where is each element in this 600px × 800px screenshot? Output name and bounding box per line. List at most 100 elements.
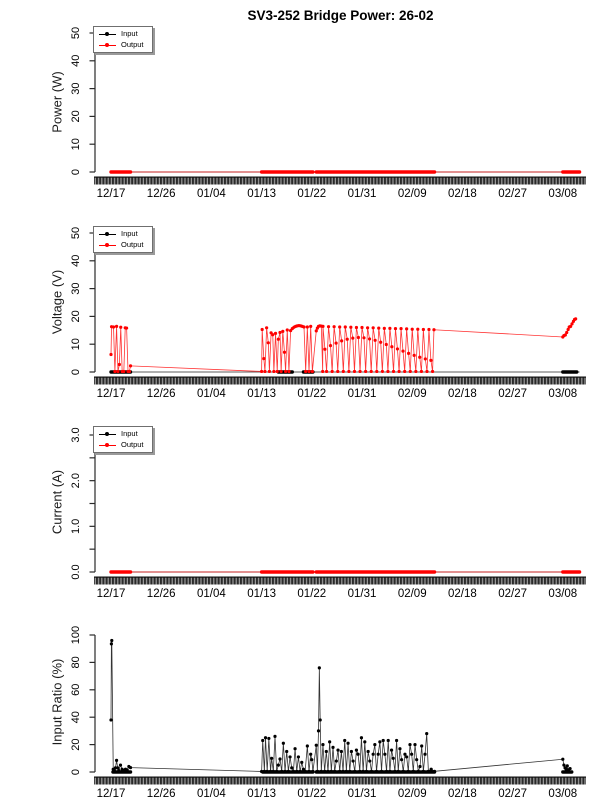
x-tick-label: 02/09 — [398, 788, 427, 800]
output-legend-marker-icon — [99, 442, 116, 449]
x-tick-label: 12/26 — [147, 388, 176, 400]
x-tick-label: 01/31 — [348, 788, 377, 800]
legend-row-input: Input — [99, 430, 144, 438]
legend-box: Input Output — [93, 226, 153, 253]
input-markers — [109, 638, 572, 774]
y-tick-label: 0 — [70, 369, 82, 375]
x-tick-label: 01/31 — [348, 188, 377, 200]
y-tick-label: 50 — [70, 227, 82, 239]
y-tick-label: 40 — [70, 55, 82, 67]
output-line — [110, 318, 576, 372]
y-tick-label: 3.0 — [70, 427, 82, 442]
input-ratio-y-axis-title: Input Ratio (%) — [49, 658, 65, 746]
x-tick-label: 03/08 — [548, 188, 577, 200]
power-plot: 12/17 12/26 01/04 01/13 01/22 01/31 02/09 02/18… — [70, 27, 586, 200]
y-tick-label: 80 — [70, 656, 82, 668]
legend-box: Input Output — [93, 26, 153, 53]
current-plot: 12/17 12/26 01/04 01/13 01/22 01/31 02/09 02/18… — [70, 427, 586, 600]
output-legend-label: Output — [121, 40, 144, 49]
input-legend-marker-icon — [99, 231, 116, 238]
panel-voltage: 12/17 12/26 01/04 01/13 01/22 01/31 02/09 02/18… — [0, 200, 600, 400]
x-tick-label: 01/31 — [348, 588, 377, 600]
x-tick-label: 03/08 — [548, 788, 577, 800]
y-tick-label: 20 — [70, 738, 82, 750]
x-tick-label: 03/08 — [548, 388, 577, 400]
x-axis-band-edge — [94, 376, 586, 378]
x-tick-label: 02/09 — [398, 188, 427, 200]
x-tick-label: 02/27 — [498, 588, 527, 600]
x-tick-label: 01/22 — [297, 188, 326, 200]
input-legend-label: Input — [121, 29, 138, 38]
panel-power: 12/17 12/26 01/04 01/13 01/22 01/31 02/09 02/18… — [0, 0, 600, 200]
x-axis-band — [94, 176, 586, 185]
input-legend-marker-icon — [99, 31, 116, 38]
x-tick-label: 01/04 — [197, 388, 226, 400]
x-tick-label: 02/18 — [448, 188, 477, 200]
x-tick-label: 01/31 — [348, 388, 377, 400]
x-axis-band — [94, 776, 586, 785]
y-tick-label: 0 — [70, 769, 82, 775]
y-tick-label: 50 — [70, 27, 82, 39]
voltage-y-axis-title: Voltage (V) — [49, 269, 65, 335]
input-legend-marker-icon — [99, 431, 116, 438]
x-axis-band-edge — [94, 576, 586, 578]
x-tick-label: 12/17 — [97, 588, 126, 600]
x-tick-label: 01/04 — [197, 788, 226, 800]
y-tick-label: 0.0 — [70, 564, 82, 579]
input-ratio-plot: 12/17 12/26 01/04 01/13 01/22 01/31 02/09 02/18… — [70, 626, 586, 800]
legend-row-output: Output — [99, 241, 144, 249]
x-tick-label: 01/13 — [247, 388, 276, 400]
y-tick-label: 40 — [70, 255, 82, 267]
legend-row-output: Output — [99, 41, 144, 49]
legend-box: Input Output — [93, 426, 153, 453]
y-tick-label: 60 — [70, 684, 82, 696]
y-tick-label: 30 — [70, 282, 82, 294]
y-tick-label: 20 — [70, 310, 82, 322]
legend-row-input: Input — [99, 230, 144, 238]
x-tick-label: 01/04 — [197, 188, 226, 200]
panel-input-ratio: 12/17 12/26 01/04 01/13 01/22 01/31 02/09 02/18… — [0, 600, 600, 800]
y-tick-label: 2.0 — [70, 473, 82, 488]
x-tick-label: 02/18 — [448, 788, 477, 800]
y-tick-label: 100 — [70, 626, 82, 644]
x-tick-label: 01/22 — [297, 788, 326, 800]
output-legend-label: Output — [121, 440, 144, 449]
y-tick-label: 10 — [70, 138, 82, 150]
y-tick-label: 10 — [70, 338, 82, 350]
x-tick-label: 03/08 — [548, 588, 577, 600]
x-tick-label: 12/17 — [97, 788, 126, 800]
x-tick-label: 02/09 — [398, 588, 427, 600]
x-tick-label: 12/26 — [147, 588, 176, 600]
input-legend-label: Input — [121, 429, 138, 438]
x-tick-label: 02/09 — [398, 388, 427, 400]
x-tick-label: 02/27 — [498, 388, 527, 400]
voltage-plot: 12/17 12/26 01/04 01/13 01/22 01/31 02/09 02/18… — [70, 227, 586, 400]
chart-title: SV3-252 Bridge Power: 26-02 — [247, 8, 434, 23]
x-tick-label: 02/27 — [498, 188, 527, 200]
output-markers — [109, 317, 578, 374]
x-tick-label: 12/17 — [97, 188, 126, 200]
x-tick-label: 01/13 — [247, 588, 276, 600]
x-tick-label: 01/22 — [297, 388, 326, 400]
x-tick-label: 12/26 — [147, 788, 176, 800]
input-legend-label: Input — [121, 229, 138, 238]
x-tick-label: 02/27 — [498, 788, 527, 800]
y-tick-label: 30 — [70, 82, 82, 94]
x-tick-label: 02/18 — [448, 388, 477, 400]
x-axis-band-edge — [94, 776, 586, 778]
panel-current: 12/17 12/26 01/04 01/13 01/22 01/31 02/09 02/18… — [0, 400, 600, 600]
x-axis-band — [94, 576, 586, 585]
y-tick-label: 40 — [70, 711, 82, 723]
output-legend-marker-icon — [99, 242, 116, 249]
power-y-axis-title: Power (W) — [49, 71, 65, 133]
x-tick-label: 12/26 — [147, 188, 176, 200]
legend-row-output: Output — [99, 441, 144, 449]
x-axis-band — [94, 376, 586, 385]
x-tick-label: 01/13 — [247, 788, 276, 800]
output-legend-marker-icon — [99, 42, 116, 49]
y-tick-label: 1.0 — [70, 519, 82, 534]
x-tick-label: 12/17 — [97, 388, 126, 400]
legend-row-input: Input — [99, 30, 144, 38]
output-legend-label: Output — [121, 240, 144, 249]
